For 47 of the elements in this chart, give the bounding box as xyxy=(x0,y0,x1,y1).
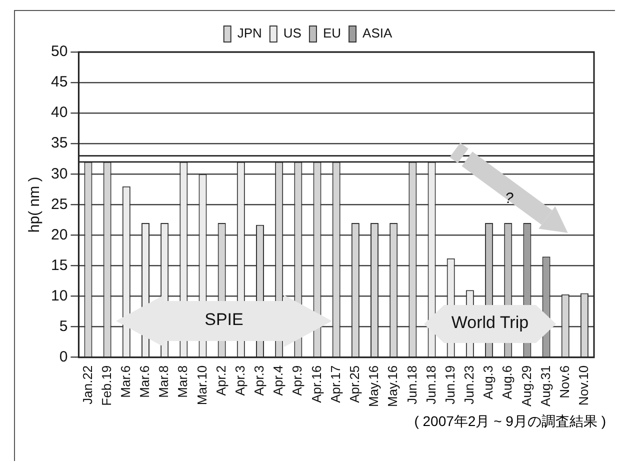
x-tick-label: Apr.25 xyxy=(347,365,362,403)
x-tick-label: Apr.2 xyxy=(213,365,228,396)
x-tick-label: Nov.10 xyxy=(576,365,592,406)
x-tick-label: Apr.9 xyxy=(290,365,305,396)
legend-label: ASIA xyxy=(362,26,392,41)
y-tick-label: 10 xyxy=(50,287,68,304)
x-tick-label: Apr.3 xyxy=(252,365,267,396)
x-tick-label: Jun.19 xyxy=(442,365,458,404)
y-tick-label: 15 xyxy=(50,256,68,274)
y-tick-label: 20 xyxy=(50,226,68,244)
y-tick-label: 35 xyxy=(50,134,68,152)
x-tick-label: Apr.4 xyxy=(270,365,286,396)
x-tick-label: Aug.29 xyxy=(518,365,534,407)
y-tick-label: 45 xyxy=(50,74,68,91)
y-tick-label: 0 xyxy=(59,348,68,366)
text: ( 2007年2月 ~ 9月の調査結果 ) xyxy=(414,413,606,431)
x-tick-label: Aug.6 xyxy=(500,365,515,400)
y-tick-label: 40 xyxy=(50,104,68,122)
y-tick-label: 30 xyxy=(50,165,68,182)
x-tick-label: Apr.16 xyxy=(308,365,324,403)
y-axis-title: hp( nm ) xyxy=(26,176,44,233)
x-tick-label: Jun.18 xyxy=(423,365,438,404)
x-tick-label: May.16 xyxy=(385,365,400,408)
annotation: ? xyxy=(505,190,514,207)
x-tick-label: Feb.19 xyxy=(98,365,114,406)
y-tick-label: 25 xyxy=(50,196,68,213)
x-tick-label: Mar.8 xyxy=(175,365,190,398)
x-tick-label: Mar.10 xyxy=(194,365,210,406)
legend-label: EU xyxy=(322,26,342,41)
annotation: World Trip xyxy=(450,313,530,333)
x-tick-label: Aug.3 xyxy=(480,365,496,400)
x-tick-label: Apr.3 xyxy=(232,365,248,396)
x-tick-label: Jun.23 xyxy=(462,365,477,404)
x-tick-label: Mar.6 xyxy=(137,365,152,398)
x-tick-label: Mar.8 xyxy=(156,365,172,398)
legend-label: US xyxy=(283,26,302,41)
legend-label: JPN xyxy=(237,26,262,41)
annotation: SPIE xyxy=(204,310,244,330)
y-tick-label: 5 xyxy=(59,318,68,335)
x-tick-label: Apr.17 xyxy=(328,365,343,403)
x-tick-label: Jan.22 xyxy=(80,365,95,404)
x-tick-label: May.16 xyxy=(366,365,382,408)
x-tick-label: Jun.18 xyxy=(404,365,420,404)
y-tick-label: 50 xyxy=(50,43,68,60)
x-tick-label: Aug.31 xyxy=(538,365,553,407)
x-tick-label: Mar.6 xyxy=(118,365,133,398)
x-tick-label: Nov.6 xyxy=(556,365,572,398)
